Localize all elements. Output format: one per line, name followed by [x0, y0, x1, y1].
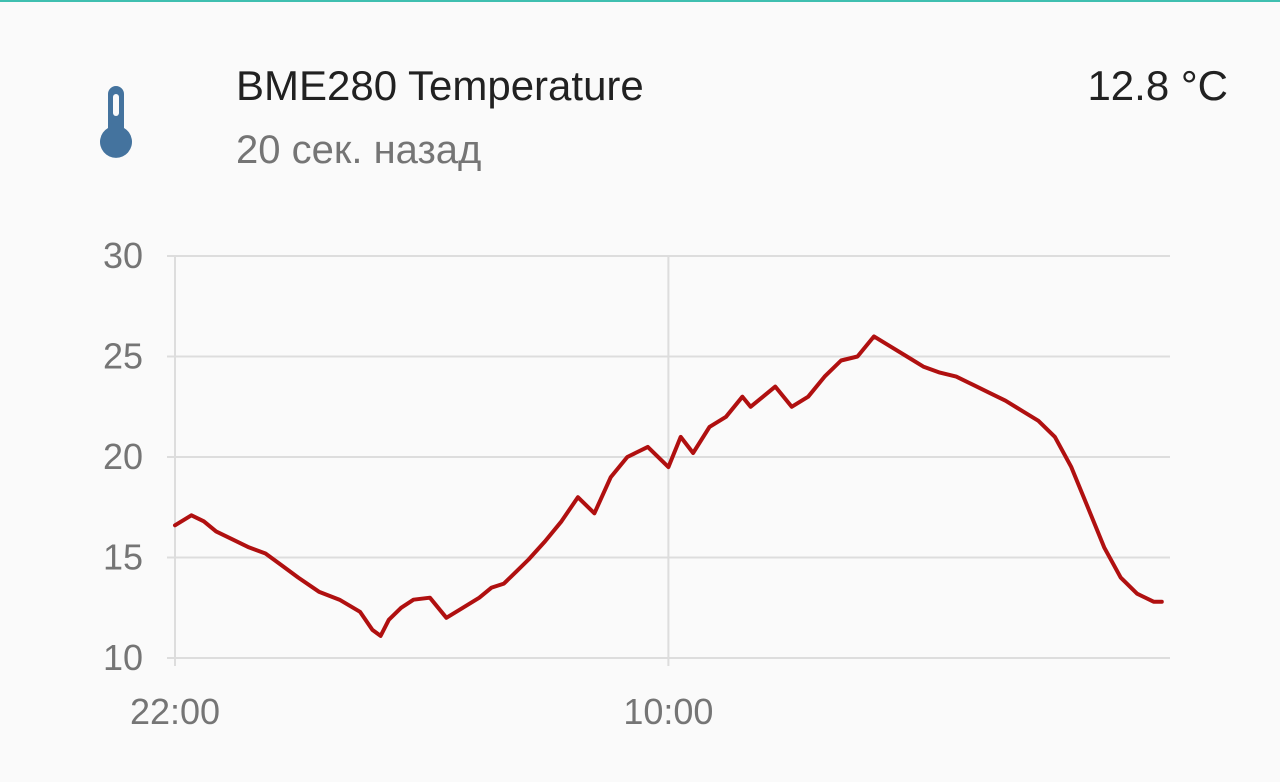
top-border: [0, 0, 1280, 2]
temperature-series-line[interactable]: [173, 334, 1164, 638]
temperature-chart[interactable]: 10 15 20 25 30 10:00 22:00: [0, 222, 1280, 742]
thermometer-icon: [92, 86, 140, 162]
x-tick-label: 10:00: [623, 691, 713, 732]
x-tick-label: 22:00: [130, 691, 220, 732]
current-value: 12.8 °C: [1087, 62, 1228, 109]
y-tick-label: 30: [103, 235, 143, 276]
entity-title: BME280 Temperature: [236, 62, 644, 109]
last-updated: 20 сек. назад: [236, 128, 482, 172]
y-tick-label: 20: [103, 436, 143, 477]
y-tick-label: 25: [103, 336, 143, 377]
y-tick-label: 15: [103, 537, 143, 578]
y-tick-label: 10: [103, 637, 143, 678]
